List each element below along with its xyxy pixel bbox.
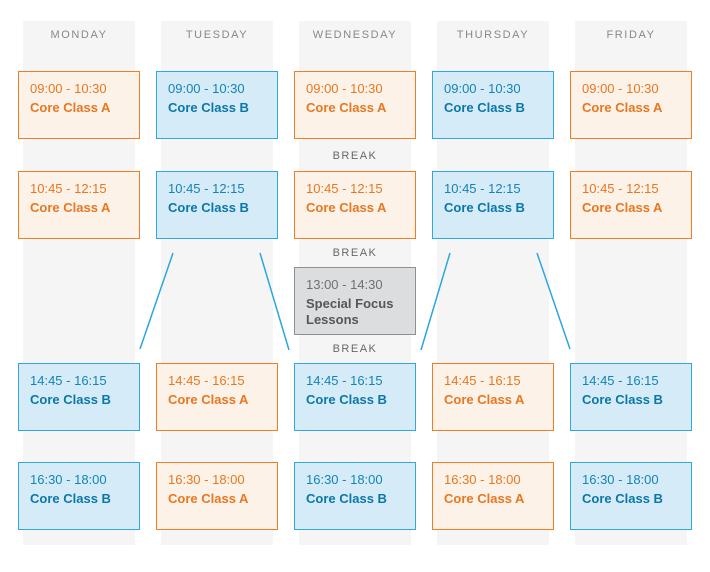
session-time: 14:45 - 16:15 [306, 373, 383, 388]
session-title: Core Class A [444, 491, 525, 506]
session-friday-1045: 10:45 - 12:15 Core Class A [570, 171, 692, 239]
break-label-2: BREAK [332, 247, 378, 259]
session-title: Core Class A [582, 200, 663, 215]
session-thursday-1630: 16:30 - 18:00 Core Class A [432, 462, 554, 530]
session-thursday-0900: 09:00 - 10:30 Core Class B [432, 71, 554, 139]
session-time: 16:30 - 18:00 [168, 472, 245, 487]
session-title: Core Class B [306, 392, 387, 407]
session-title: Core Class A [30, 100, 111, 115]
session-title: Core Class B [582, 491, 663, 506]
session-title: Core Class B [30, 491, 111, 506]
session-title: Core Class B [306, 491, 387, 506]
session-wednesday-0900: 09:00 - 10:30 Core Class A [294, 71, 416, 139]
session-title: Core Class A [30, 200, 111, 215]
session-title: Core Class B [30, 392, 111, 407]
break-label-3: BREAK [332, 343, 378, 355]
session-special-focus: 13:00 - 14:30 Special Focus Lessons [294, 267, 416, 335]
session-monday-0900: 09:00 - 10:30 Core Class A [18, 71, 140, 139]
session-time: 10:45 - 12:15 [168, 181, 245, 196]
session-title: Core Class B [444, 200, 525, 215]
connector-thursday-1045-core-class-b-to-friday-1445-core-class-b [536, 252, 571, 350]
session-title: Core Class B [168, 200, 249, 215]
session-tuesday-1045: 10:45 - 12:15 Core Class B [156, 171, 278, 239]
session-title: Core Class A [306, 200, 387, 215]
session-wednesday-1630: 16:30 - 18:00 Core Class B [294, 462, 416, 530]
day-header-thursday: THURSDAY [456, 29, 530, 41]
break-label-1: BREAK [332, 150, 378, 162]
session-title: Special Focus Lessons [306, 296, 394, 327]
session-time: 13:00 - 14:30 [306, 277, 383, 292]
session-time: 09:00 - 10:30 [582, 81, 659, 96]
session-thursday-1045: 10:45 - 12:15 Core Class B [432, 171, 554, 239]
session-time: 10:45 - 12:15 [582, 181, 659, 196]
session-time: 14:45 - 16:15 [30, 373, 107, 388]
session-title: Core Class A [168, 392, 249, 407]
session-wednesday-1445: 14:45 - 16:15 Core Class B [294, 363, 416, 431]
session-tuesday-0900: 09:00 - 10:30 Core Class B [156, 71, 278, 139]
session-title: Core Class A [444, 392, 525, 407]
session-time: 16:30 - 18:00 [582, 472, 659, 487]
session-time: 09:00 - 10:30 [30, 81, 107, 96]
session-thursday-1445: 14:45 - 16:15 Core Class A [432, 363, 554, 431]
session-monday-1045: 10:45 - 12:15 Core Class A [18, 171, 140, 239]
day-header-tuesday: TUESDAY [185, 29, 249, 41]
session-title: Core Class A [168, 491, 249, 506]
session-monday-1630: 16:30 - 18:00 Core Class B [18, 462, 140, 530]
session-time: 14:45 - 16:15 [444, 373, 521, 388]
session-time: 10:45 - 12:15 [306, 181, 383, 196]
session-title: Core Class B [444, 100, 525, 115]
session-title: Core Class A [306, 100, 387, 115]
session-time: 10:45 - 12:15 [444, 181, 521, 196]
session-title: Core Class A [582, 100, 663, 115]
session-monday-1445: 14:45 - 16:15 Core Class B [18, 363, 140, 431]
day-header-wednesday: WEDNESDAY [312, 29, 398, 41]
session-time: 09:00 - 10:30 [444, 81, 521, 96]
session-wednesday-1045: 10:45 - 12:15 Core Class A [294, 171, 416, 239]
session-tuesday-1445: 14:45 - 16:15 Core Class A [156, 363, 278, 431]
connector-tuesday-1045-core-class-b-to-monday-1445-core-class-b [139, 252, 174, 350]
session-time: 14:45 - 16:15 [168, 373, 245, 388]
day-header-friday: FRIDAY [606, 29, 656, 41]
connector-tuesday-1045-core-class-b-to-wednesday-1445-core-class-b [259, 252, 290, 351]
session-time: 16:30 - 18:00 [306, 472, 383, 487]
session-friday-1630: 16:30 - 18:00 Core Class B [570, 462, 692, 530]
session-time: 09:00 - 10:30 [306, 81, 383, 96]
day-header-monday: MONDAY [50, 29, 108, 41]
session-friday-1445: 14:45 - 16:15 Core Class B [570, 363, 692, 431]
session-title: Core Class B [582, 392, 663, 407]
session-time: 14:45 - 16:15 [582, 373, 659, 388]
session-time: 16:30 - 18:00 [444, 472, 521, 487]
session-time: 10:45 - 12:15 [30, 181, 107, 196]
session-friday-0900: 09:00 - 10:30 Core Class A [570, 71, 692, 139]
session-time: 16:30 - 18:00 [30, 472, 107, 487]
session-tuesday-1630: 16:30 - 18:00 Core Class A [156, 462, 278, 530]
session-time: 09:00 - 10:30 [168, 81, 245, 96]
connector-thursday-1045-core-class-b-to-wednesday-1445-core-class-b [420, 252, 451, 351]
session-title: Core Class B [168, 100, 249, 115]
